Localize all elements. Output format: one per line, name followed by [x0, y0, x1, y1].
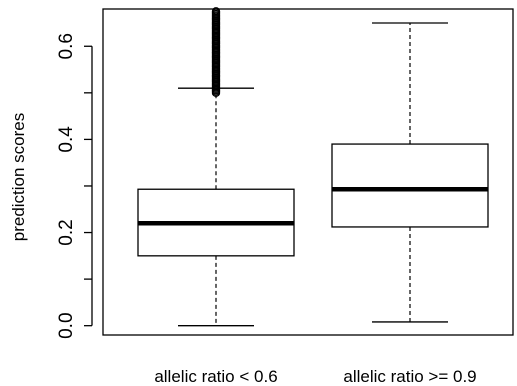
iqr-box: [331, 143, 489, 228]
y-tick-label: 0.4: [56, 126, 77, 153]
outlier-point: [211, 7, 221, 16]
y-tick-label: 0.2: [56, 219, 77, 245]
y-tick-label: 0.0: [56, 312, 77, 338]
x-axis-labels: allelic ratio < 0.6 allelic ratio >= 0.9: [154, 367, 476, 386]
y-axis: 0.0 0.2 0.4 0.6: [56, 33, 93, 339]
x-tick-label: allelic ratio >= 0.9: [343, 367, 476, 386]
boxes-group: [137, 7, 489, 327]
box-1: [137, 7, 295, 327]
y-tick-label: 0.6: [56, 33, 77, 59]
plot-frame: [102, 8, 514, 336]
box-2: [331, 22, 489, 323]
x-tick-label: allelic ratio < 0.6: [154, 367, 277, 386]
outliers: [211, 7, 221, 98]
y-axis-label: prediction scores: [9, 113, 28, 242]
